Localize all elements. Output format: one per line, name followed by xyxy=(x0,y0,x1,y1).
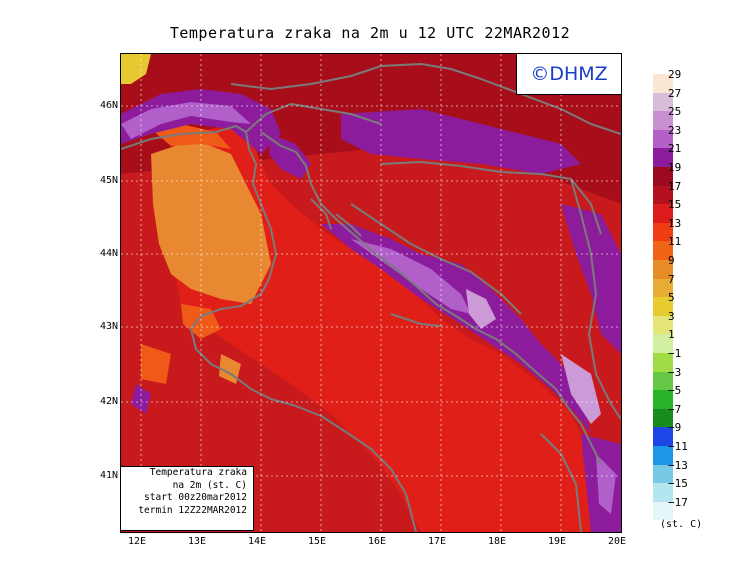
legend-label: 7 xyxy=(668,272,675,286)
legend-label: −3 xyxy=(668,365,682,379)
legend-label: 1 xyxy=(668,328,675,342)
legend-unit: (st. C) xyxy=(660,519,703,530)
legend-swatch xyxy=(653,315,673,335)
temperature-field xyxy=(121,54,621,532)
legend-label: −5 xyxy=(668,384,682,398)
lon-tick-18e: 18E xyxy=(487,536,507,547)
legend-swatch xyxy=(653,483,673,502)
info-line-1: Temperatura zraka xyxy=(149,467,247,478)
legend-label: 17 xyxy=(668,179,682,193)
legend-swatch xyxy=(653,129,673,149)
legend-swatch xyxy=(653,353,673,372)
legend-swatch xyxy=(653,371,673,391)
field-sea xyxy=(161,124,601,532)
legend-swatch xyxy=(653,334,673,353)
legend-swatch xyxy=(653,390,673,409)
legend-label: 25 xyxy=(668,105,682,119)
info-line-3: start 00z20mar2012 xyxy=(144,492,247,503)
field-alps-purple xyxy=(121,89,281,154)
legend-swatch xyxy=(653,464,673,484)
lon-tick-19e: 19E xyxy=(547,536,567,547)
legend-swatch xyxy=(653,408,673,428)
field-east-purple xyxy=(561,204,621,354)
field-se-magenta xyxy=(561,354,601,424)
dhmz-logo: ©DHMZ xyxy=(516,53,622,95)
legend-swatch xyxy=(653,92,673,112)
lat-tick-45n: 45N xyxy=(99,175,118,186)
lat-tick-44n: 44N xyxy=(99,248,118,259)
legend-label: −13 xyxy=(668,458,688,472)
legend-label: 29 xyxy=(668,68,682,81)
lat-tick-42n: 42N xyxy=(99,396,118,407)
legend-label: 5 xyxy=(668,291,675,305)
legend-label: 15 xyxy=(668,198,682,212)
info-box: Temperatura zraka na 2m (st. C) start 00… xyxy=(120,466,254,531)
temperature-map xyxy=(120,53,622,533)
legend-label: 11 xyxy=(668,235,682,249)
legend-label: 9 xyxy=(668,254,675,267)
legend-label: −1 xyxy=(668,347,682,360)
lon-tick-13e: 13E xyxy=(187,536,207,547)
border-east xyxy=(570,178,621,420)
graticule xyxy=(121,54,621,532)
border-slovenia xyxy=(245,103,382,133)
lon-tick-16e: 16E xyxy=(367,536,387,547)
border-north xyxy=(230,63,621,135)
legend-label: 3 xyxy=(668,309,675,323)
field-se-magenta2 xyxy=(596,454,616,514)
lat-tick-43n: 43N xyxy=(99,321,118,332)
croatia-coast xyxy=(260,131,602,465)
legend-swatch xyxy=(653,204,673,223)
legend-swatch xyxy=(653,297,673,316)
legend-swatch xyxy=(653,241,673,260)
field-italy-spot-2 xyxy=(141,344,171,384)
info-line-4: termin 12Z22MAR2012 xyxy=(138,504,247,516)
lat-tick-41n: 41N xyxy=(99,470,118,481)
legend-swatch xyxy=(653,501,673,521)
legend-swatch xyxy=(653,260,673,279)
border-bosnia xyxy=(380,161,602,235)
legend-swatch xyxy=(653,427,673,446)
lon-tick-12e: 12E xyxy=(127,536,147,547)
legend-label: 23 xyxy=(668,123,682,137)
field-alps-yellow xyxy=(121,54,151,84)
italy-coast xyxy=(121,125,417,532)
legend-label: 19 xyxy=(668,161,682,174)
lat-tick-46n: 46N xyxy=(99,100,118,111)
field-alps-magenta xyxy=(121,102,251,139)
legend-label: −17 xyxy=(668,495,688,509)
legend-swatch xyxy=(653,185,673,205)
field-po-valley xyxy=(151,142,271,304)
island-2 xyxy=(335,213,362,237)
lon-tick-14e: 14E xyxy=(247,536,267,547)
legend-swatch xyxy=(653,74,673,93)
legend-label: 27 xyxy=(668,86,682,100)
border-albania xyxy=(540,433,582,532)
legend-label: −7 xyxy=(668,402,682,416)
legend-swatch xyxy=(653,446,673,465)
legend-swatch xyxy=(653,148,673,167)
coastlines xyxy=(121,63,621,532)
legend-label: 21 xyxy=(668,142,682,156)
island-1 xyxy=(310,198,332,230)
legend-label: 13 xyxy=(668,216,682,230)
info-line-2: na 2m (st. C) xyxy=(172,479,247,491)
lon-tick-15e: 15E xyxy=(307,536,327,547)
legend-label: −11 xyxy=(668,440,688,453)
island-3 xyxy=(390,313,442,327)
field-biokovo-lilac xyxy=(466,289,496,329)
legend-swatch xyxy=(653,222,673,242)
field-po-inner xyxy=(151,124,231,149)
legend-swatch xyxy=(653,278,673,298)
lon-tick-20e: 20E xyxy=(607,536,627,547)
chart-title: Temperatura zraka na 2m u 12 UTC 22MAR20… xyxy=(169,24,571,42)
lon-tick-17e: 17E xyxy=(427,536,447,547)
legend-swatch xyxy=(653,111,673,130)
field-north-purple xyxy=(341,109,581,174)
legend-label: −9 xyxy=(668,421,682,435)
legend-swatch xyxy=(653,167,673,186)
legend-label: −15 xyxy=(668,477,688,491)
